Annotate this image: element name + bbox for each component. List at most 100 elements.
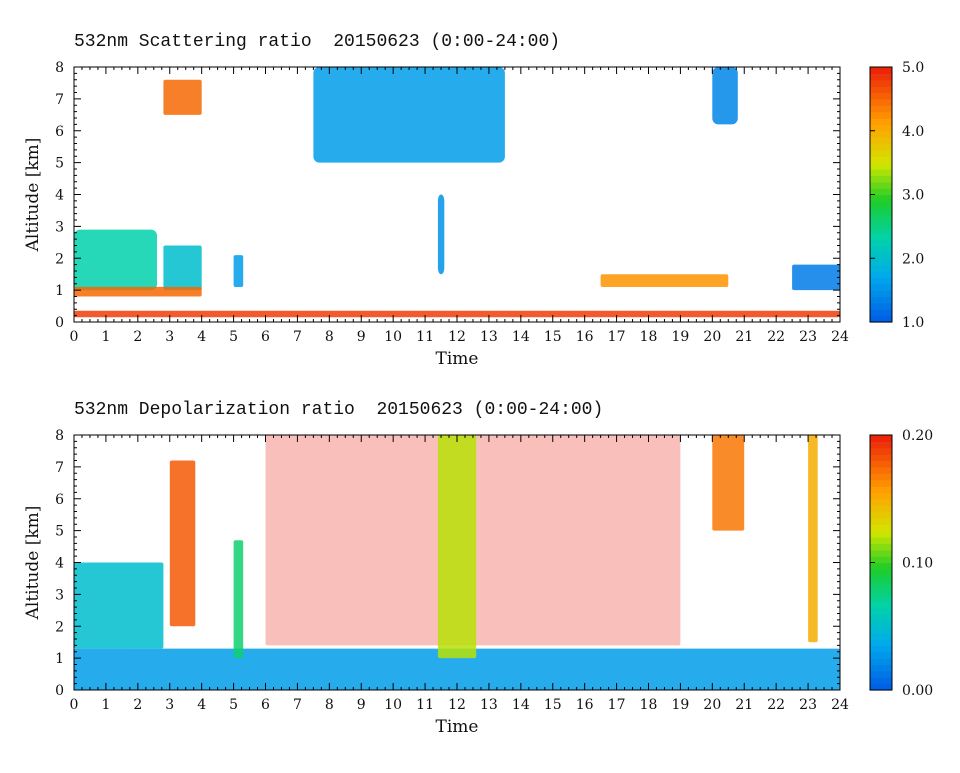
y-tick-label: 4 [55, 556, 64, 572]
colorbar-swatch [870, 245, 892, 253]
x-tick-label: 6 [261, 697, 270, 713]
x-tick-label: 0 [70, 329, 79, 345]
heatmap-cell [233, 255, 244, 287]
x-tick-label: 7 [293, 329, 302, 345]
colorbar-swatch [870, 664, 892, 672]
x-tick-label: 1 [101, 697, 110, 713]
x-tick-label: 12 [448, 697, 466, 713]
x-tick-label: 22 [767, 329, 785, 345]
colorbar-swatch [870, 435, 892, 442]
colorbar-swatch [870, 677, 892, 685]
x-tick-label: 14 [512, 329, 530, 345]
heatmap-cell [169, 460, 196, 627]
x-tick-label: 24 [831, 697, 849, 713]
colorbar-tick-label: 3.0 [902, 188, 924, 204]
scattering-ratio-title: 532nm Scattering ratio 20150623 (0:00-24… [74, 32, 561, 52]
colorbar-swatch [870, 651, 892, 659]
colorbar-swatch [870, 290, 892, 298]
colorbar-swatch [870, 239, 892, 247]
colorbar-swatch [870, 137, 892, 145]
colorbar-swatch [870, 162, 892, 170]
colorbar-swatch [870, 220, 892, 227]
colorbar-swatch [870, 524, 892, 532]
colorbar-swatch [870, 175, 892, 183]
depolarization-ratio-panel: 532nm Depolarization ratio 20150623 (0:0… [0, 388, 960, 773]
x-tick-label: 17 [608, 329, 626, 345]
colorbar-tick-label: 4.0 [902, 124, 924, 140]
x-tick-label: 20 [703, 329, 721, 345]
x-tick-label: 19 [672, 329, 690, 345]
scattering-ratio-panel: 532nm Scattering ratio 20150623 (0:00-24… [0, 20, 960, 405]
colorbar-swatch [870, 232, 892, 240]
colorbar-tick-label: 5.0 [902, 60, 924, 76]
colorbar-swatch [870, 530, 892, 538]
heatmap-cell [163, 245, 202, 291]
colorbar-swatch [870, 505, 892, 513]
colorbar-swatch [870, 258, 892, 266]
colorbar-swatch [870, 226, 892, 234]
colorbar-swatch [870, 543, 892, 551]
colorbar-swatch [870, 511, 892, 519]
colorbar-swatch [870, 479, 892, 487]
y-tick-label: 7 [55, 92, 64, 108]
heatmap-features [74, 435, 840, 690]
x-tick-label: 11 [416, 329, 434, 345]
colorbar-swatch [870, 118, 892, 125]
x-tick-label: 5 [229, 697, 238, 713]
x-tick-label: 11 [416, 697, 434, 713]
heatmap-cell [313, 67, 505, 163]
colorbar-swatch [870, 670, 892, 678]
x-tick-label: 10 [384, 329, 402, 345]
y-tick-label: 1 [55, 651, 64, 667]
colorbar-swatch [870, 264, 892, 272]
colorbar-swatch [870, 156, 892, 164]
colorbar-swatch [870, 556, 892, 564]
y-axis-label: Altitude [km] [23, 506, 43, 621]
y-tick-label: 8 [55, 428, 64, 444]
colorbar-swatch [870, 626, 892, 634]
y-axis-label: Altitude [km] [23, 138, 43, 253]
colorbar-swatch [870, 498, 892, 506]
x-tick-label: 16 [576, 329, 594, 345]
colorbar-swatch [870, 594, 892, 602]
colorbar-swatch [870, 537, 892, 544]
colorbar-swatch [870, 200, 892, 208]
x-tick-label: 15 [544, 329, 562, 345]
colorbar-swatch [870, 79, 892, 87]
x-tick-label: 21 [735, 329, 753, 345]
x-axis-label: Time [436, 717, 479, 737]
x-tick-label: 8 [325, 329, 334, 345]
x-tick-label: 16 [576, 697, 594, 713]
heatmap-cell [74, 229, 157, 291]
x-tick-label: 9 [357, 697, 366, 713]
heatmap-cell [712, 67, 738, 125]
x-tick-label: 9 [357, 329, 366, 345]
colorbar-swatch [870, 73, 892, 81]
colorbar-swatch [870, 581, 892, 589]
colorbar-swatch [870, 607, 892, 615]
x-tick-label: 8 [325, 697, 334, 713]
heatmap-cell [437, 435, 477, 659]
heatmap-cell [74, 562, 164, 649]
y-tick-label: 7 [55, 460, 64, 476]
colorbar-swatch [870, 111, 892, 119]
colorbar-swatch [870, 619, 892, 627]
colorbar-swatch [870, 447, 892, 455]
colorbar-swatch [870, 302, 892, 310]
y-tick-label: 0 [55, 683, 64, 699]
x-tick-label: 13 [480, 697, 498, 713]
colorbar-swatch [870, 277, 892, 285]
x-tick-label: 13 [480, 329, 498, 345]
y-tick-label: 1 [55, 283, 64, 299]
x-tick-label: 2 [133, 329, 142, 345]
x-tick-label: 1 [101, 329, 110, 345]
colorbar-tick-label: 1.0 [902, 315, 924, 331]
colorbar-swatch [870, 251, 892, 259]
x-tick-label: 5 [229, 329, 238, 345]
colorbar-tick-label: 0.10 [902, 556, 933, 572]
y-tick-label: 4 [55, 188, 64, 204]
colorbar-swatch [870, 213, 892, 221]
colorbar-swatch [870, 632, 892, 640]
colorbar-swatch [870, 98, 892, 106]
colorbar-swatch [870, 194, 892, 202]
